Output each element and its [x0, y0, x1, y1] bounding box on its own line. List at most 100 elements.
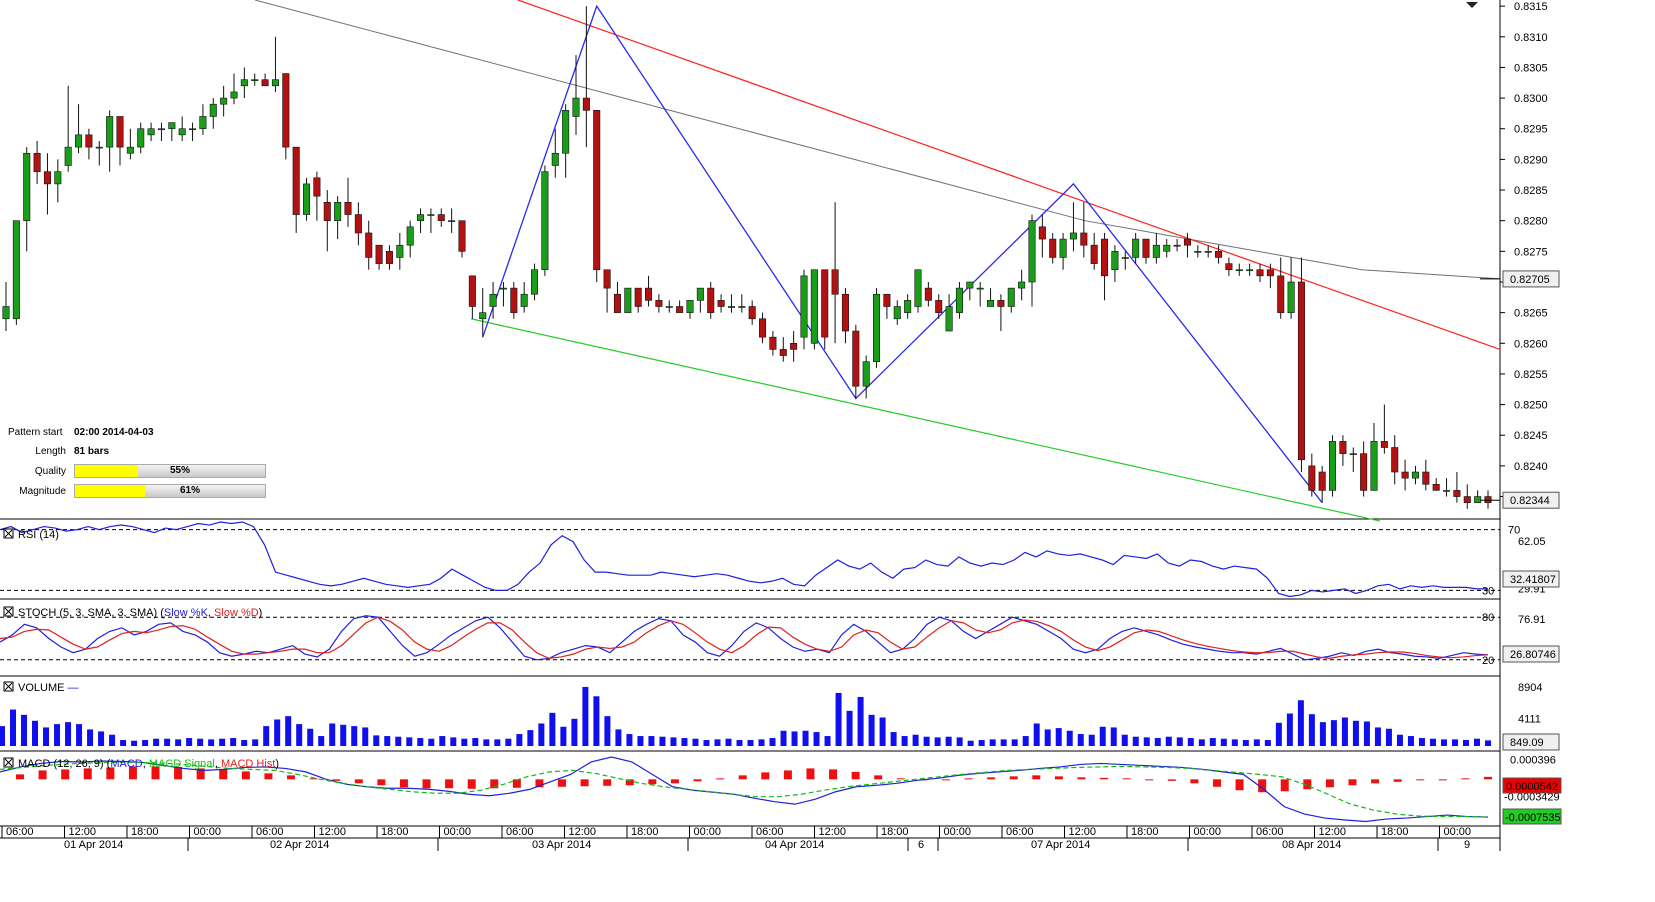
volume-bar: [890, 732, 897, 746]
magnitude-percent: 61%: [179, 485, 200, 496]
candle-body: [417, 214, 425, 221]
candle-body: [1173, 244, 1181, 247]
candle-body: [655, 300, 663, 307]
stoch-panel: STOCH (5, 3, SMA, 3, SMA) (Slow %K, Slow…: [0, 606, 1560, 667]
candle-body: [64, 146, 72, 166]
candle-body: [282, 73, 290, 148]
volume-bar: [373, 735, 380, 746]
macd-hist-bar: [83, 768, 92, 780]
volume-panel: VOLUME — 8904 4111 849.09: [0, 681, 1560, 751]
volume-bar: [1308, 714, 1315, 746]
candle-body: [1329, 441, 1337, 491]
volume-bar: [758, 739, 765, 746]
volume-bar: [912, 734, 919, 746]
price-panel: [2, 0, 1501, 522]
macd-hist-bar: [738, 775, 747, 780]
candle-body: [375, 244, 383, 264]
candle-body: [1142, 238, 1150, 258]
volume-bar: [714, 739, 721, 746]
volume-bar: [769, 738, 776, 746]
stoch-title: STOCH (5, 3, SMA, 3, SMA) (Slow %K, Slow…: [18, 607, 262, 619]
chevron-down-icon[interactable]: [1466, 2, 1478, 8]
candle-body: [1235, 269, 1243, 272]
macd-hist-bar: [535, 779, 544, 788]
title-part: ): [275, 758, 279, 770]
candle-body: [541, 171, 549, 271]
candle-body: [1111, 251, 1119, 271]
title-part: MACD (12, 26, 9) (: [18, 758, 111, 770]
hour-label: 12:00: [69, 826, 97, 838]
volume-bar: [142, 740, 149, 746]
macd-hist-bar: [106, 767, 115, 780]
macd-hist-bar: [1484, 776, 1492, 780]
close-icon-stroke: [4, 682, 13, 691]
hour-label: 12:00: [819, 826, 847, 838]
pattern-start-label: Pattern start: [8, 427, 63, 438]
volume-bar: [1451, 739, 1458, 746]
candle-body: [1256, 269, 1264, 277]
candle-body: [1069, 232, 1077, 240]
volume-title: VOLUME —: [18, 682, 79, 694]
candle-body: [85, 134, 93, 148]
quality-bar: 55%: [74, 464, 266, 478]
volume-bar: [32, 720, 39, 746]
candle-body: [1038, 226, 1046, 240]
volume-bar: [428, 738, 435, 746]
macd-hist-bar: [1303, 779, 1312, 790]
volume-bar: [681, 738, 688, 746]
volume-bar: [1396, 734, 1403, 746]
macd-hist-bar: [1122, 778, 1131, 780]
volume-bar: [384, 736, 391, 746]
candle-body: [23, 152, 31, 221]
stoch-tick: 76.91: [1518, 614, 1546, 626]
candle-body: [696, 287, 704, 301]
candle-body: [95, 146, 103, 149]
hour-label: 00:00: [694, 826, 722, 838]
volume-bar: [76, 724, 83, 746]
hour-label: 18:00: [631, 826, 659, 838]
candle-body: [1443, 490, 1451, 492]
rsi-tick: 30: [1482, 585, 1494, 597]
candle-body: [1183, 238, 1191, 246]
candle-body: [873, 293, 881, 362]
volume-bar: [945, 736, 952, 746]
candle-body: [1432, 483, 1440, 491]
candle-body: [976, 287, 984, 290]
hour-label: 06:00: [1006, 826, 1034, 838]
price-tick-label: 0.8260: [1514, 338, 1548, 350]
macd-current: -0.0007535: [1505, 812, 1561, 824]
price-tick-label: 0.8315: [1514, 1, 1548, 13]
candle-body: [489, 293, 497, 307]
volume-bar: [1044, 729, 1051, 746]
volume-bar: [1132, 736, 1139, 746]
candle-body: [790, 342, 798, 350]
macd-hist-bar: [964, 778, 973, 780]
candle-body: [1028, 220, 1036, 283]
candle-body: [955, 287, 963, 313]
candle-body: [1453, 490, 1461, 497]
title-part: STOCH (5, 3, SMA, 3, SMA) (: [18, 607, 164, 619]
volume-bar: [1077, 734, 1084, 746]
candle-body: [427, 214, 435, 216]
candle-body: [344, 201, 352, 215]
macd-hist-bar: [16, 774, 24, 780]
volume-bar: [747, 740, 754, 746]
macd-hist-bar: [603, 779, 612, 786]
volume-bar: [461, 738, 468, 746]
title-part: ,: [208, 607, 214, 619]
candle-body: [1370, 441, 1378, 491]
candle-body: [603, 269, 611, 289]
volume-bar: [21, 714, 28, 746]
candle-body: [997, 300, 1005, 307]
volume-bar: [1000, 739, 1007, 746]
rsi-tick: 62.05: [1518, 536, 1546, 548]
candle-body: [717, 300, 725, 307]
hour-label: 06:00: [6, 826, 34, 838]
price-tick-label: 0.8255: [1514, 369, 1548, 381]
volume-bar: [703, 740, 710, 746]
volume-bar: [472, 738, 479, 746]
macd-hist-bar: [1009, 776, 1018, 780]
candle-body: [810, 269, 818, 344]
volume-bar: [571, 718, 578, 746]
